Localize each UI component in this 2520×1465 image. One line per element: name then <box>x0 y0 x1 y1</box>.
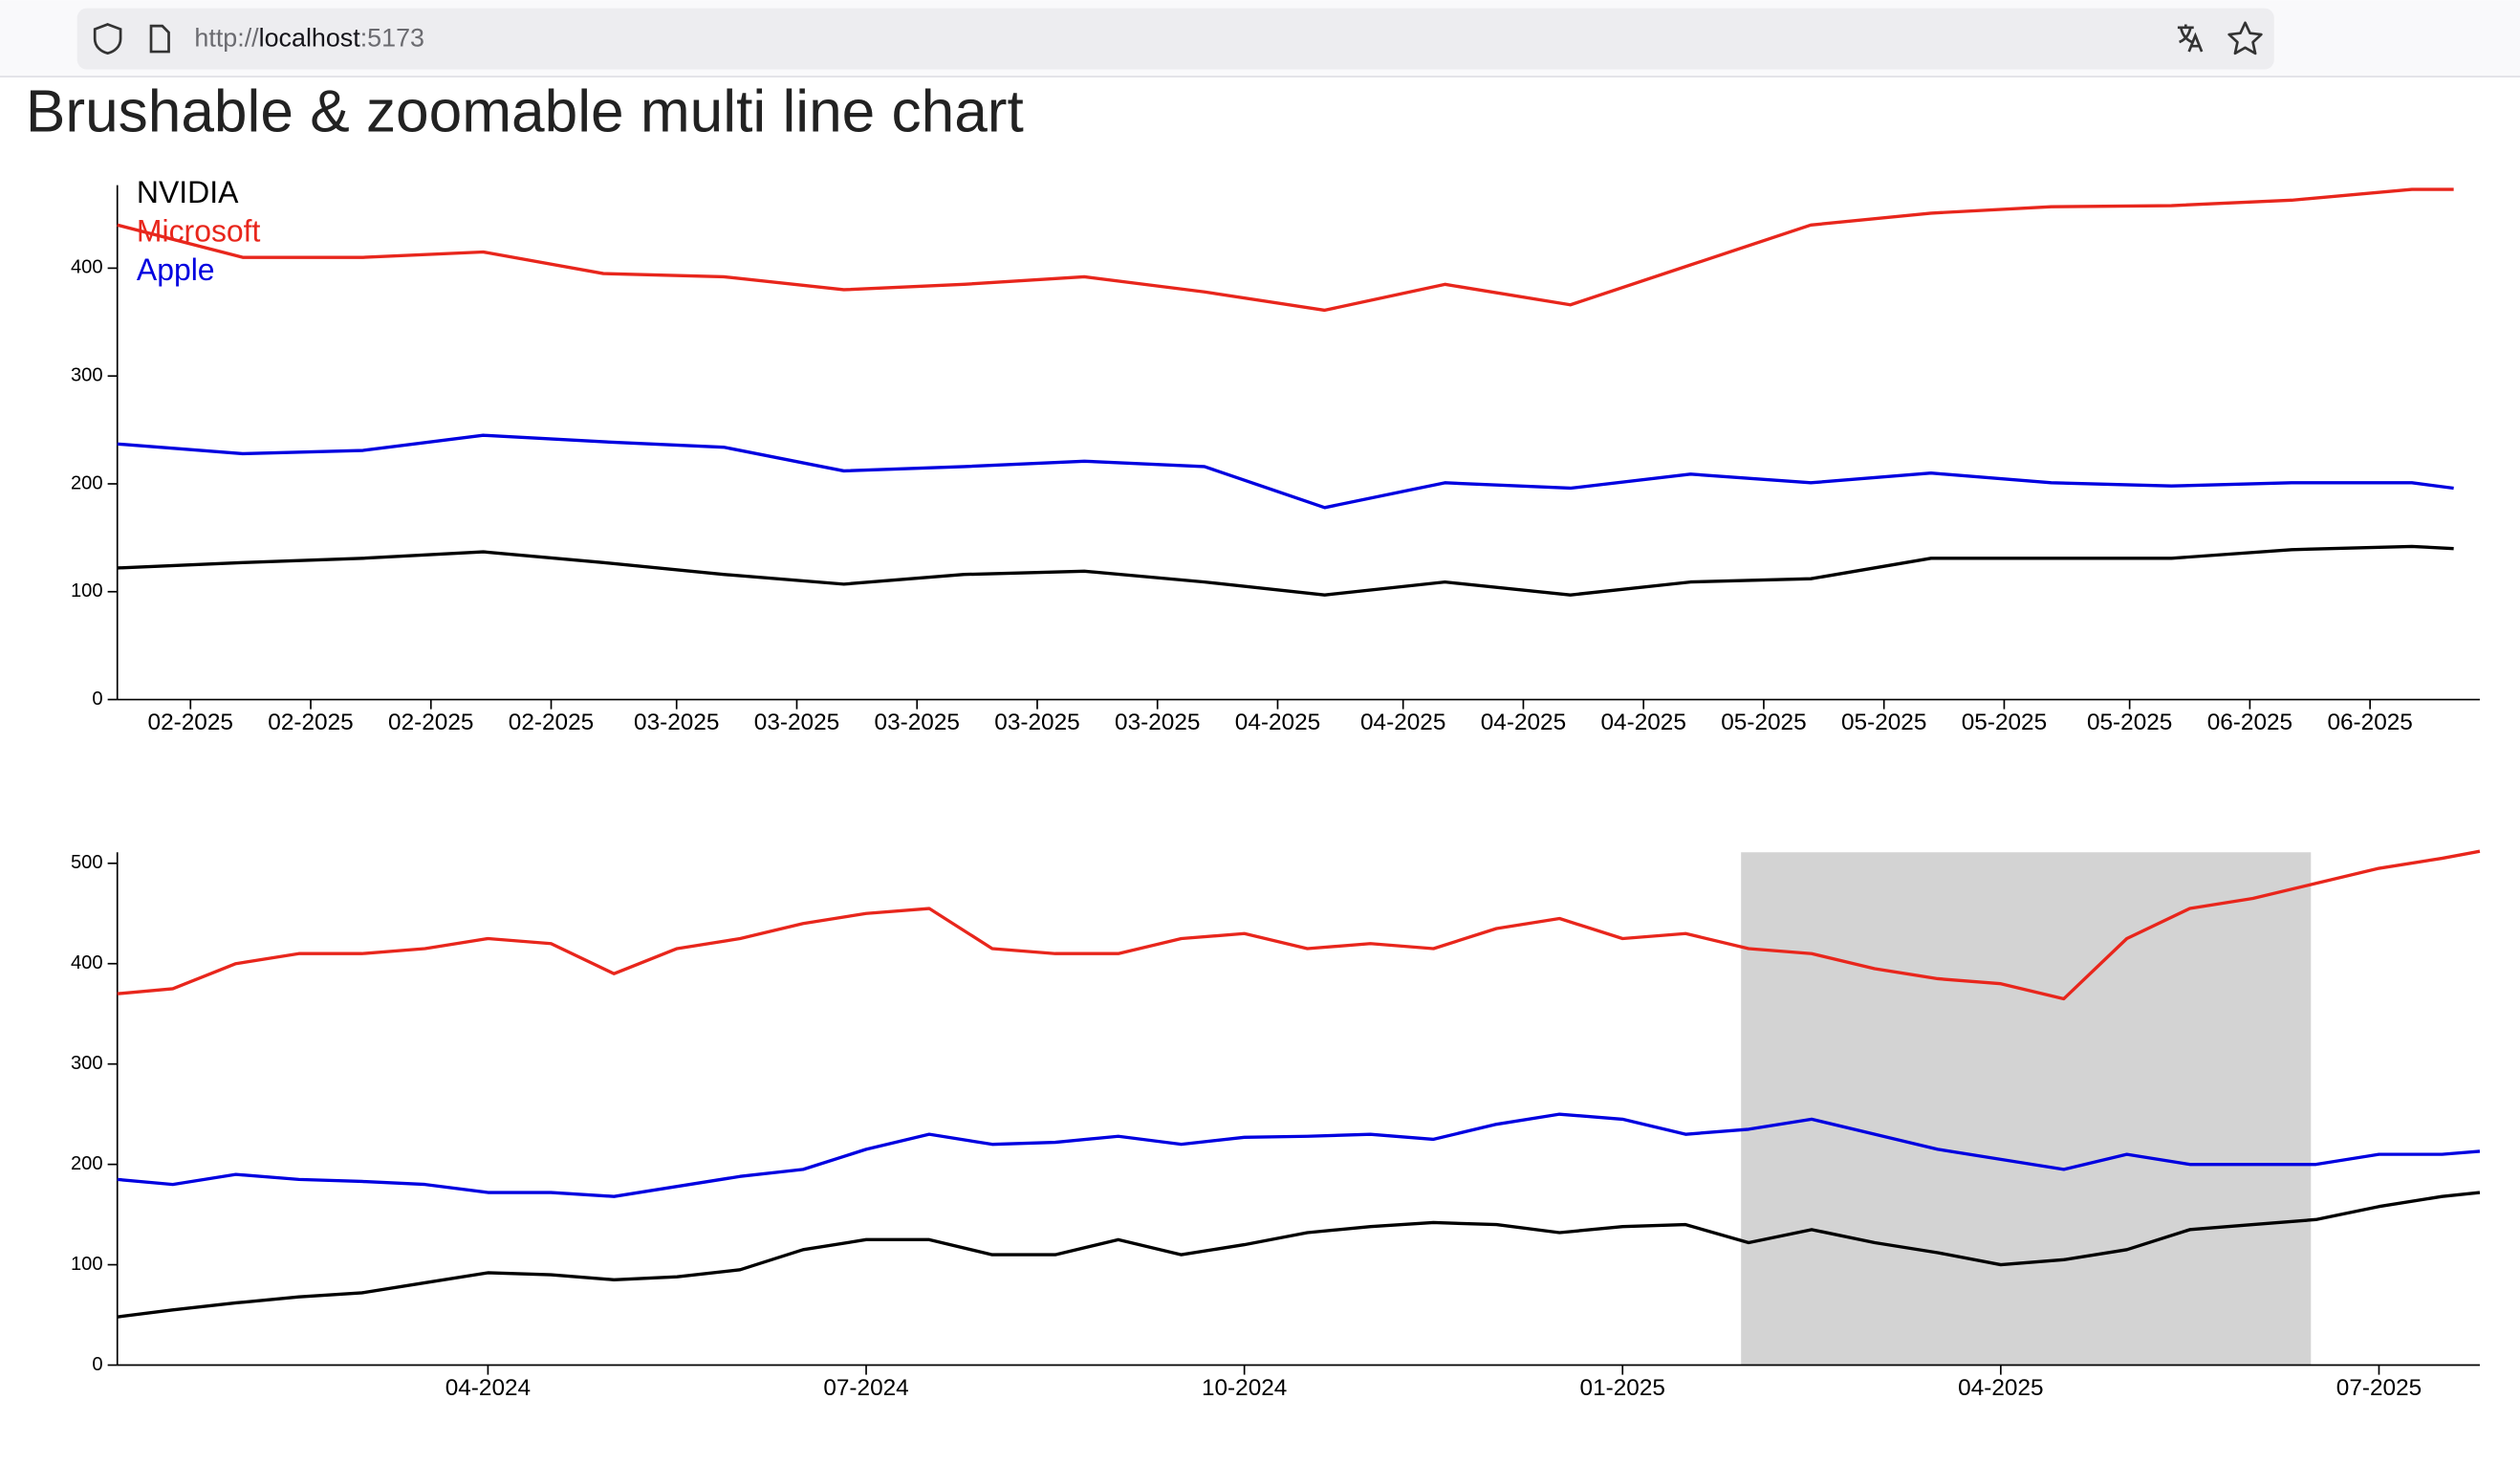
y-tick-label: 400 <box>71 257 103 278</box>
bookmark-star[interactable] <box>2227 21 2263 55</box>
address-bar[interactable] <box>76 8 2274 70</box>
series-line <box>117 1191 2481 1319</box>
page-heading: Brushable & zoomable multi line chart <box>26 79 1024 145</box>
x-tick-label: 06-2025 <box>2207 710 2292 735</box>
x-tick-label: 02-2025 <box>509 710 594 735</box>
x-tick-label: 05-2025 <box>1721 710 1806 735</box>
y-tick-label: 200 <box>71 1153 103 1174</box>
x-tick-label: 04-2025 <box>1958 1375 2043 1401</box>
series-line <box>117 544 2454 597</box>
chart: 0 100 200 300 400 500 04-2024 07-2024 10-2024 01-… <box>71 849 2481 1401</box>
x-tick-label: 03-2025 <box>875 710 960 735</box>
x-tick-label: 03-2025 <box>994 710 1079 735</box>
brush-selection[interactable] <box>1741 852 2312 1366</box>
y-tick-label: 0 <box>92 689 102 710</box>
y-tick-label: 200 <box>71 472 103 493</box>
x-tick-label: 02-2025 <box>268 710 353 735</box>
y-tick-label: 100 <box>71 580 103 601</box>
x-tick-label: 04-2025 <box>1481 710 1566 735</box>
y-tick-label: 500 <box>71 852 103 873</box>
x-tick-label: 04-2024 <box>445 1375 531 1401</box>
translate-icon[interactable] <box>2177 24 2204 53</box>
url-host: localhost <box>259 24 361 53</box>
legend-entry: NVIDIA <box>137 175 239 209</box>
x-tick-label: 03-2025 <box>634 710 719 735</box>
x-tick-label: 07-2024 <box>823 1375 908 1401</box>
chart: 0 100 200 300 400 02-2025 02-2025 02-2025 02-202… <box>71 175 2480 735</box>
y-tick-label: 100 <box>71 1254 103 1275</box>
legend-entry: Apple <box>137 252 215 287</box>
series-line <box>117 849 2481 1001</box>
series-line <box>117 433 2454 510</box>
y-tick-label: 400 <box>71 952 103 973</box>
x-tick-label: 03-2025 <box>1115 710 1200 735</box>
page-icon <box>149 24 170 54</box>
x-tick-label: 04-2025 <box>1235 710 1320 735</box>
x-tick-label: 10-2024 <box>1202 1375 1287 1401</box>
x-tick-label: 07-2025 <box>2336 1375 2422 1401</box>
series-line <box>117 187 2454 313</box>
y-tick-label: 300 <box>71 1053 103 1074</box>
series-line <box>117 1112 2481 1198</box>
shield-icon[interactable] <box>93 23 122 55</box>
x-tick-label: 01-2025 <box>1580 1375 1665 1401</box>
x-tick-label: 03-2025 <box>754 710 839 735</box>
url-port: :5173 <box>360 24 424 53</box>
x-tick-label: 05-2025 <box>1962 710 2047 735</box>
x-tick-label: 04-2025 <box>1600 710 1685 735</box>
x-tick-label: 02-2025 <box>148 710 233 735</box>
x-tick-label: 02-2025 <box>388 710 473 735</box>
x-tick-label: 05-2025 <box>1841 710 1926 735</box>
x-tick-label: 05-2025 <box>2087 710 2172 735</box>
y-tick-label: 300 <box>71 365 103 386</box>
url: http://localhost:5173 <box>194 24 424 53</box>
x-tick-label: 06-2025 <box>2327 710 2412 735</box>
url-scheme: http:// <box>194 24 259 53</box>
x-tick-label: 04-2025 <box>1360 710 1445 735</box>
legend-entry: Microsoft <box>137 213 261 248</box>
y-tick-label: 0 <box>92 1354 102 1375</box>
